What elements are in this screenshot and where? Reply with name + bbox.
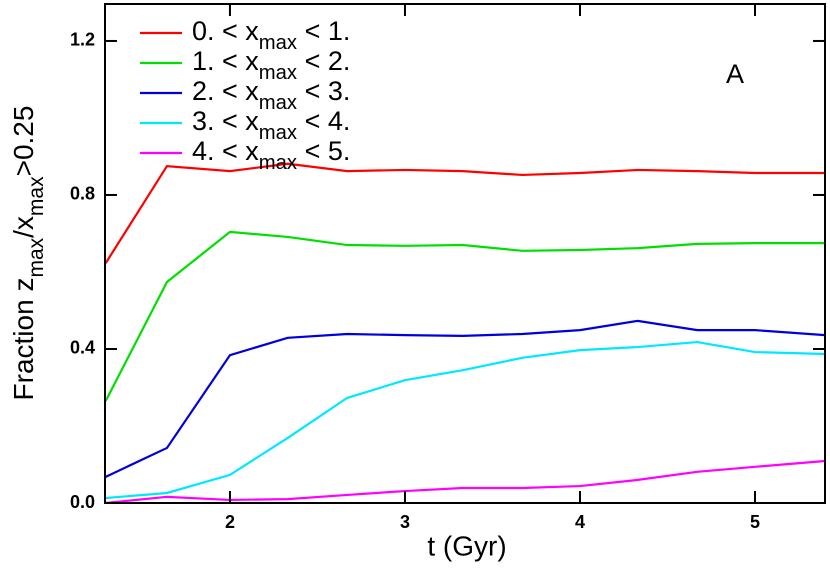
legend-label: 4. < xmax < 5. (192, 136, 350, 174)
x-axis-label: t (Gyr) (427, 530, 506, 561)
x-tick-label: 3 (400, 512, 410, 532)
plot-frame (104, 3, 826, 504)
series-line (105, 459, 826, 505)
legend-label: 2. < xmax < 3. (192, 76, 350, 114)
legend-label: 1. < xmax < 2. (192, 46, 350, 84)
series-line (105, 340, 826, 500)
x-tick-label: 5 (750, 512, 760, 532)
y-axis-label: Fraction zmax/xmax>0.25 (8, 106, 48, 401)
y-tick-label: 0.8 (70, 184, 95, 204)
series-line (104, 230, 825, 402)
y-tick-label: 1.2 (70, 30, 95, 50)
series-line (105, 319, 826, 478)
legend-label: 3. < xmax < 4. (192, 106, 350, 144)
y-tick-label: 0.4 (70, 338, 95, 358)
x-tick-label: 2 (225, 512, 235, 532)
series-line (104, 162, 825, 264)
legend-label: 0. < xmax < 1. (192, 16, 350, 54)
y-tick-label: 0.0 (70, 492, 95, 512)
x-tick-label: 4 (575, 512, 585, 532)
annotation: A (726, 59, 744, 89)
